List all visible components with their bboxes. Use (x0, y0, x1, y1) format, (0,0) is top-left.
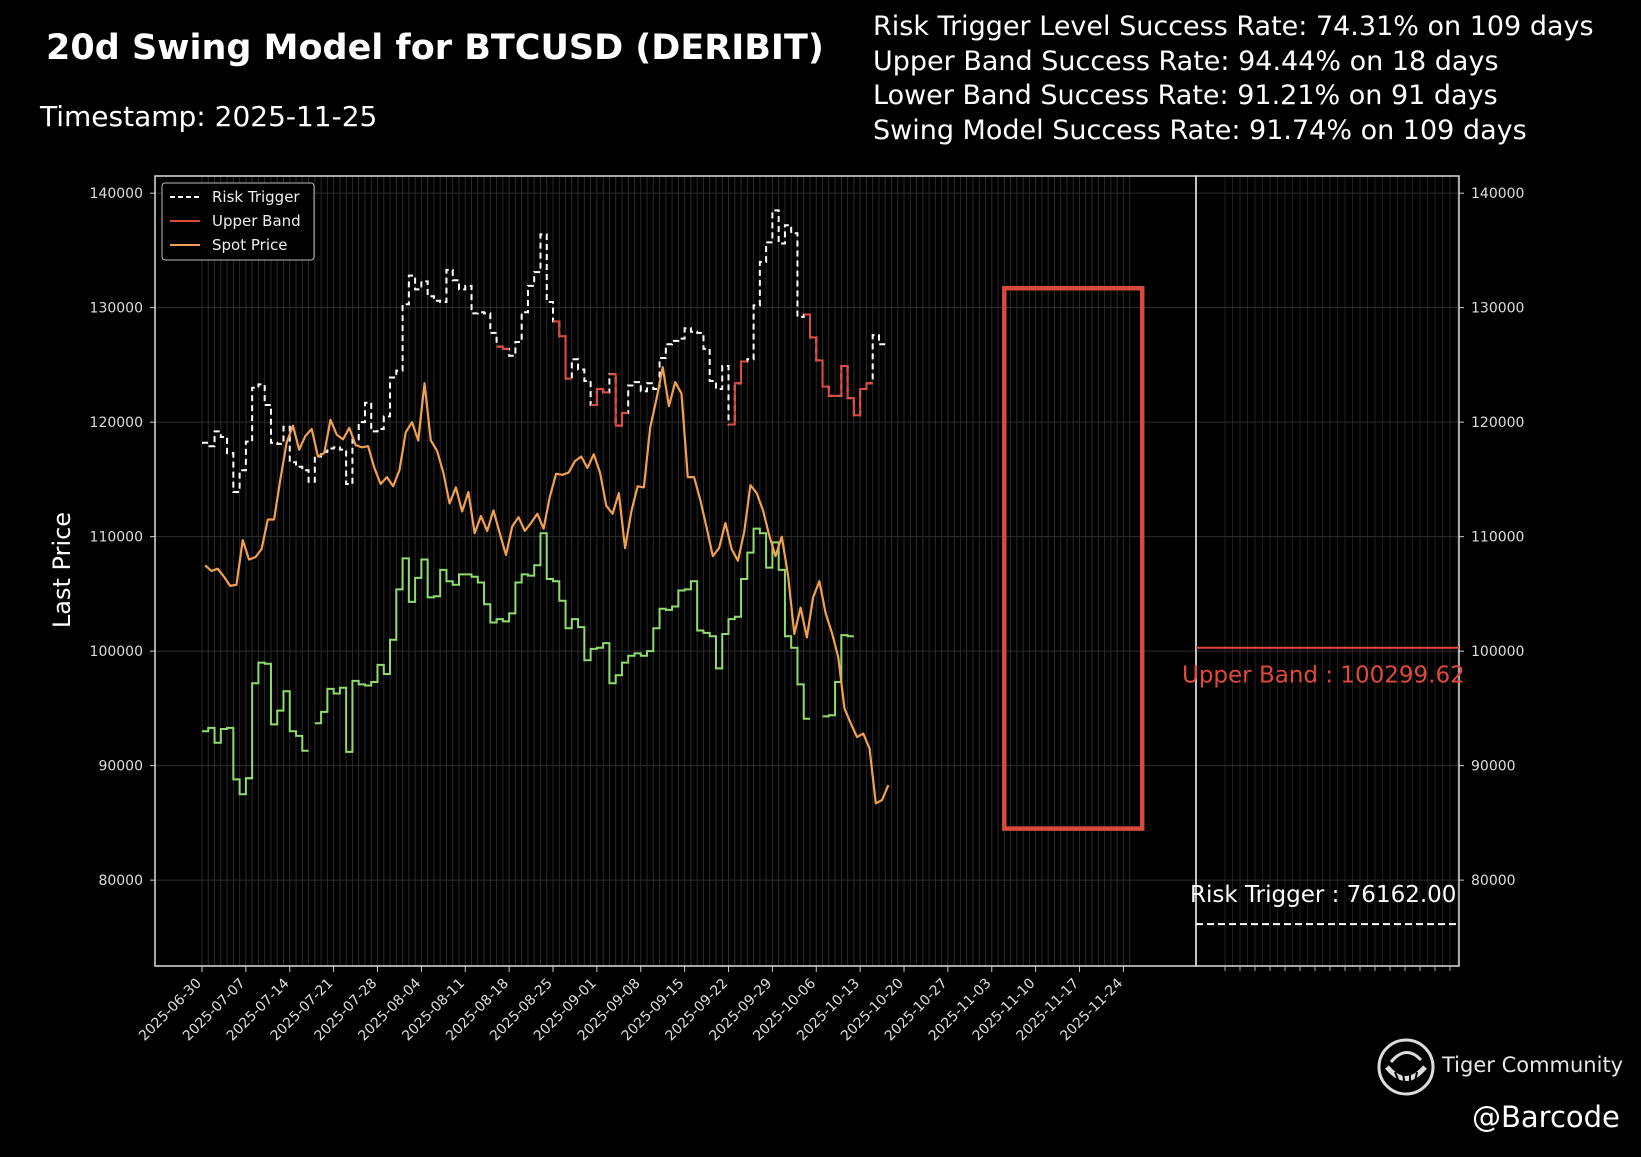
plot-frame (154, 175, 1197, 967)
upper-band-line (553, 320, 572, 380)
upper-band-line (590, 387, 610, 406)
chart-legend: Risk Trigger Upper Band Spot Price (161, 182, 315, 261)
highlight-box (1002, 285, 1145, 831)
y-axis-label: Last Price (48, 512, 76, 628)
lower-band-line (822, 634, 854, 718)
risk-trigger-line (202, 209, 886, 493)
risk-trigger-annotation: Risk Trigger : 76162.00 (1190, 882, 1456, 908)
upper-band-line (803, 313, 873, 417)
upper-band-line (496, 345, 510, 350)
stat-swing-model-rate: Swing Model Success Rate: 91.74% on 109 … (873, 114, 1527, 146)
y-tick-label-left: 90000 (98, 759, 143, 775)
watermark-brand: Tiger Community (1442, 1053, 1624, 1077)
legend-frame (161, 182, 315, 261)
y-tick-label-left: 120000 (90, 415, 143, 431)
y-tick-label-left: 80000 (98, 873, 143, 889)
upper-band-line (609, 373, 629, 427)
lower-band-line (314, 527, 810, 753)
stat-lower-band-rate: Lower Band Success Rate: 91.21% on 91 da… (873, 80, 1498, 111)
y-tick-label-right: 100000 (1471, 644, 1524, 660)
y-tick-label-right: 80000 (1471, 873, 1516, 889)
y-tick-label-left: 140000 (90, 186, 143, 202)
timestamp: Timestamp: 2025-11-25 (40, 100, 378, 133)
upper-band-annotation: Upper Band : 100299.62 (1182, 663, 1465, 689)
y-tick-label-left: 100000 (90, 644, 143, 660)
watermark-handle: @Barcode (1472, 1100, 1620, 1134)
y-tick-label-right: 120000 (1471, 415, 1524, 431)
stat-upper-band-rate: Upper Band Success Rate: 94.44% on 18 da… (873, 45, 1499, 77)
y-tick-label-right: 130000 (1471, 301, 1524, 317)
upper-band-line (728, 360, 748, 426)
chart-title: 20d Swing Model for BTCUSD (DERIBIT) (46, 28, 824, 68)
spot-price-line (204, 366, 890, 805)
y-tick-label-right: 90000 (1471, 759, 1516, 775)
stat-risk-trigger-rate: Risk Trigger Level Success Rate: 74.31% … (873, 11, 1594, 42)
y-tick-label-right: 140000 (1471, 186, 1524, 202)
y-tick-label-right: 110000 (1471, 530, 1524, 546)
tiger-logo-icon (1377, 1038, 1435, 1096)
lower-band-line (245, 661, 309, 780)
y-tick-label-left: 110000 (90, 530, 143, 546)
side-panel-frame (1195, 175, 1460, 967)
lower-band-line (202, 726, 253, 796)
legend-upper-band: Upper Band (212, 212, 301, 230)
legend-risk-trigger: Risk Trigger (212, 188, 300, 206)
legend-spot-price: Spot Price (212, 236, 287, 254)
success-rate-stats: Risk Trigger Level Success Rate: 74.31% … (873, 10, 1594, 148)
y-tick-label-left: 130000 (90, 301, 143, 317)
